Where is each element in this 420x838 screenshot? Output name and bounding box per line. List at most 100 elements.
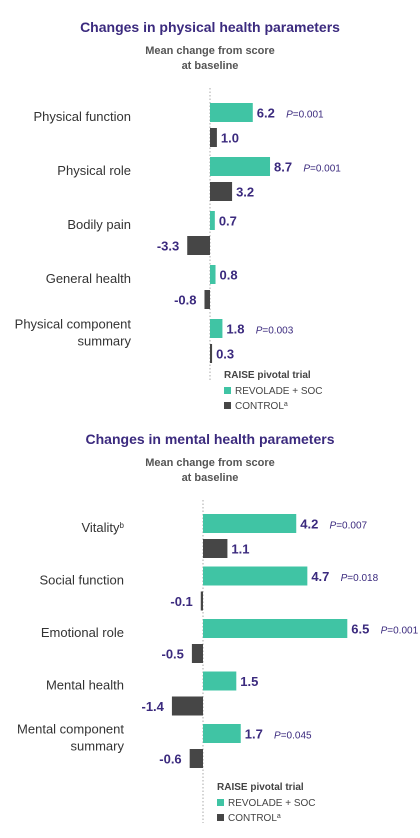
p-equals: = (262, 326, 268, 337)
bar-control (187, 236, 210, 255)
bar-control (171, 696, 203, 716)
legend-title: RAISE pivotal trial (224, 370, 311, 381)
p-prefix: P (381, 626, 388, 637)
chart-subtitle: at baseline (182, 472, 239, 484)
category-label: Physical component (15, 317, 132, 332)
p-equals: = (387, 626, 393, 637)
p-prefix: P (256, 326, 263, 337)
p-value-label: P=0.001 (381, 626, 419, 637)
legend-swatch (224, 402, 231, 409)
category-label: summary (78, 334, 132, 349)
bar-treatment (210, 265, 216, 284)
bar-value-label: 6.5 (351, 622, 369, 637)
legend-swatch (224, 387, 231, 394)
category-label: Mental health (46, 678, 124, 693)
bar-value-label: 1.5 (240, 674, 258, 689)
bar-treatment (203, 619, 348, 638)
bar-control (210, 344, 213, 363)
p-prefix: P (330, 521, 337, 532)
bar-control (200, 591, 203, 611)
legend-label: REVOLADE + SOC (235, 386, 323, 397)
bar-value-label: -0.8 (174, 293, 196, 308)
p-value: 0.001 (299, 110, 324, 121)
bar-control (203, 539, 228, 558)
chart-title: Changes in physical health parameters (80, 19, 340, 35)
bar-value-label: 4.7 (311, 569, 329, 584)
category-label: Vitalityb (81, 520, 124, 535)
bar-value-label: 1.7 (245, 727, 263, 742)
bar-value-label: -3.3 (157, 239, 179, 254)
p-equals: = (310, 164, 316, 175)
p-prefix: P (286, 110, 293, 121)
bar-treatment (210, 319, 223, 338)
bar-value-label: 8.7 (274, 160, 292, 175)
p-value-label: P=0.003 (256, 326, 294, 337)
p-value: 0.001 (393, 626, 418, 637)
p-value: 0.018 (353, 573, 378, 584)
p-equals: = (336, 521, 342, 532)
bar-control (191, 644, 203, 663)
bar-value-label: -0.6 (159, 752, 181, 767)
bar-value-label: 1.0 (221, 131, 239, 146)
bar-value-label: 0.8 (220, 268, 238, 283)
p-value: 0.001 (316, 164, 341, 175)
chart-title: Changes in mental health parameters (86, 431, 335, 447)
chart-subtitle: Mean change from score (145, 457, 275, 469)
p-value-label: P=0.001 (286, 110, 324, 121)
chart-subtitle: Mean change from score (145, 45, 275, 57)
bar-control (204, 290, 210, 309)
p-value-label: P=0.007 (330, 521, 368, 532)
bar-treatment (203, 514, 297, 533)
category-label: Mental component (17, 722, 124, 737)
category-label: Emotional role (41, 625, 124, 640)
legend-footnote-mark: a (277, 813, 281, 820)
legend-footnote-mark: a (284, 401, 288, 408)
category-label: Bodily pain (67, 217, 131, 232)
legend-label: REVOLADE + SOC (228, 798, 316, 809)
p-prefix: P (274, 731, 281, 742)
p-value: 0.007 (342, 521, 367, 532)
p-equals: = (347, 573, 353, 584)
chart-2: Changes in mental health parameters Mean … (17, 431, 419, 824)
bar-treatment (210, 103, 253, 122)
legend-swatch (217, 799, 224, 806)
category-label: Social function (39, 573, 124, 588)
bar-value-label: 1.1 (231, 542, 249, 557)
p-value: 0.045 (287, 731, 312, 742)
category-label: Physical role (57, 163, 131, 178)
p-prefix: P (303, 164, 310, 175)
bar-value-label: -0.1 (170, 594, 192, 609)
bar-treatment (203, 566, 308, 586)
p-prefix: P (341, 573, 348, 584)
p-equals: = (293, 110, 299, 121)
p-value: 0.003 (268, 326, 293, 337)
p-equals: = (281, 731, 287, 742)
p-value-label: P=0.001 (303, 164, 341, 175)
category-label: Physical function (33, 109, 131, 124)
legend-label: CONTROLa (228, 813, 281, 825)
bar-value-label: 0.7 (219, 214, 237, 229)
p-value-label: P=0.045 (274, 731, 312, 742)
bar-value-label: 1.8 (226, 322, 244, 337)
bar-value-label: -1.4 (142, 699, 165, 714)
bar-value-label: 6.2 (257, 106, 275, 121)
bar-treatment (210, 157, 271, 176)
legend-swatch (217, 814, 224, 821)
category-label: summary (71, 739, 125, 754)
bar-control (210, 182, 233, 201)
legend-label: CONTROLa (235, 401, 288, 413)
bar-control (210, 128, 217, 147)
bar-value-label: 4.2 (300, 517, 318, 532)
bar-treatment (210, 211, 215, 230)
legend-title: RAISE pivotal trial (217, 782, 304, 793)
bar-value-label: 0.3 (216, 347, 234, 362)
category-label: General health (46, 271, 131, 286)
bar-treatment (203, 671, 237, 691)
chart-subtitle: at baseline (182, 60, 239, 72)
bar-control (189, 749, 203, 768)
bar-value-label: -0.5 (161, 647, 183, 662)
chart-1: Changes in physical health parameters Mea… (15, 19, 342, 412)
bar-treatment (203, 724, 241, 743)
category-footnote-mark: b (120, 521, 125, 530)
